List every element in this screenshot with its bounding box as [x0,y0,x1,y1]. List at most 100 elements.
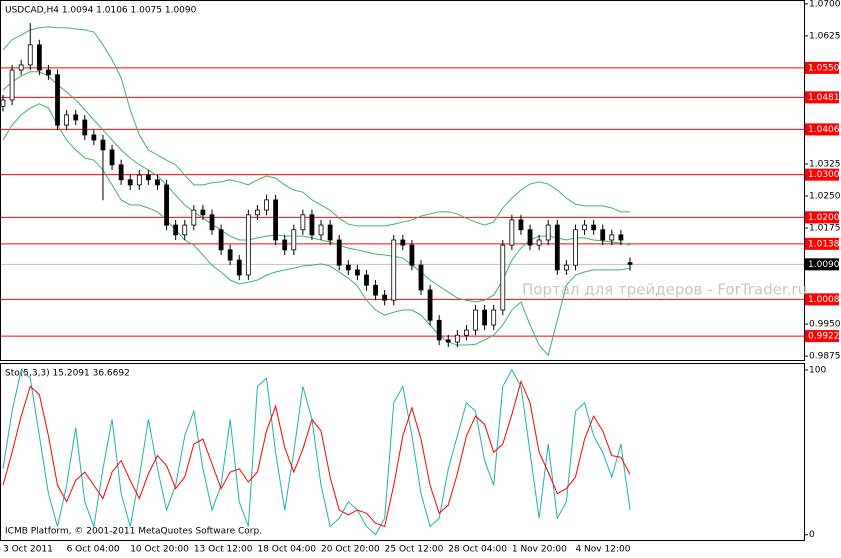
level-label-bg [805,211,839,224]
candle-body [418,264,424,291]
candle-body [382,294,388,301]
candle-body [73,114,79,121]
oscillator-line [2,368,631,536]
x-tick-label: 28 Oct 04:00 [448,545,507,555]
band-upper [2,26,630,227]
level-label: 1.0200 [808,213,840,223]
candle-body [554,224,560,271]
candle-body [573,229,578,266]
oscillator-panel [0,363,805,541]
candle-body [445,339,451,343]
y-tick-label: 100 [809,365,826,375]
candle-body [236,259,242,276]
candle-body [409,244,415,266]
watermark: Портал для трейдеров - ForTrader.ru [522,281,807,299]
candle-body [600,229,606,241]
level-label: 1.0481 [808,93,840,103]
oscillator-line [2,379,631,528]
candle-body [245,214,251,276]
candle-body [27,44,33,66]
candle-body [545,224,551,241]
x-tick-label: 20 Oct 20:00 [321,545,380,555]
level-label: 1.0550 [808,63,840,73]
candle-body [100,139,106,151]
x-tick-label: 1 Nov 20:00 [512,545,567,555]
y-tick-label: 1.0700 [809,0,841,9]
y-tick-label: 0 [809,530,815,540]
candle-body [218,229,224,251]
candle-body [182,224,188,236]
candle-body [345,264,351,271]
candle-body [127,179,133,186]
candle-body [354,269,360,276]
candle-body [473,309,478,331]
oscillator-title: Sto(5,3,3) 15.2091 36.6692 [5,369,130,379]
level-label-bg [805,293,839,306]
chart-title: USDCAD,H4 1.0094 1.0106 1.0075 1.0090 [5,6,197,16]
band-lower [2,103,631,357]
candle-body [563,264,569,271]
candle-body [373,284,378,296]
level-label: 0.9922 [808,332,840,342]
x-tick-label: 18 Oct 04:00 [257,545,316,555]
copyright: ICMB Platform, © 2001-2011 MetaQuotes So… [5,527,262,537]
level-label-bg [805,168,839,181]
y-tick-label: 1.0175 [809,224,841,234]
level-label: 1.0300 [808,170,840,180]
candle-body [627,262,633,265]
candle-body [536,239,542,246]
candle-body [9,69,15,101]
level-label-bg [805,61,839,74]
candle-body [300,214,306,231]
candle-body [400,239,406,246]
candle-body [282,239,288,251]
candle-body [118,164,124,181]
candle-body [618,234,624,241]
candle-body [500,244,506,311]
level-label: 1.0406 [808,125,840,135]
candle-body [255,209,260,216]
candle-body [227,249,233,261]
x-tick-label: 3 Oct 2011 [3,545,53,555]
candle-body [36,44,42,71]
candle-body [327,224,333,241]
candle-body [155,179,160,186]
level-label: 1.0138 [808,239,840,249]
candle-body [273,199,279,241]
y-tick-label: 0.9875 [809,352,841,362]
y-tick-label: 1.0325 [809,159,841,169]
candle-body [491,309,497,326]
candle-body [391,239,397,301]
candle-body [364,274,369,286]
level-label-bg [805,330,839,343]
candle-body [454,334,460,343]
candle-body [164,184,169,226]
candle-body [336,239,342,266]
x-tick-label: 4 Nov 12:00 [575,545,630,555]
candle-body [318,224,324,236]
candle-body [91,134,97,141]
candle-body [18,64,24,71]
candle-body [191,209,197,226]
candle-body [264,199,269,211]
candle-body [609,234,615,241]
price-label-bg [805,258,839,271]
candle-body [46,69,51,76]
candle-body [527,229,533,246]
candle-body [55,74,60,126]
x-tick-label: 13 Oct 12:00 [194,545,253,555]
level-label: 1.0008 [808,295,840,305]
x-tick-label: 6 Oct 04:00 [67,545,120,555]
level-label-bg [805,91,839,104]
candle-body [64,114,70,126]
candle-body [309,214,315,236]
candle-body [82,119,88,136]
candle-body [136,174,142,186]
candle-body [518,219,524,231]
candle-body [509,219,515,246]
candle-body [482,309,488,326]
y-tick-label: 1.0625 [809,31,841,41]
x-tick-label: 25 Oct 12:00 [385,545,444,555]
